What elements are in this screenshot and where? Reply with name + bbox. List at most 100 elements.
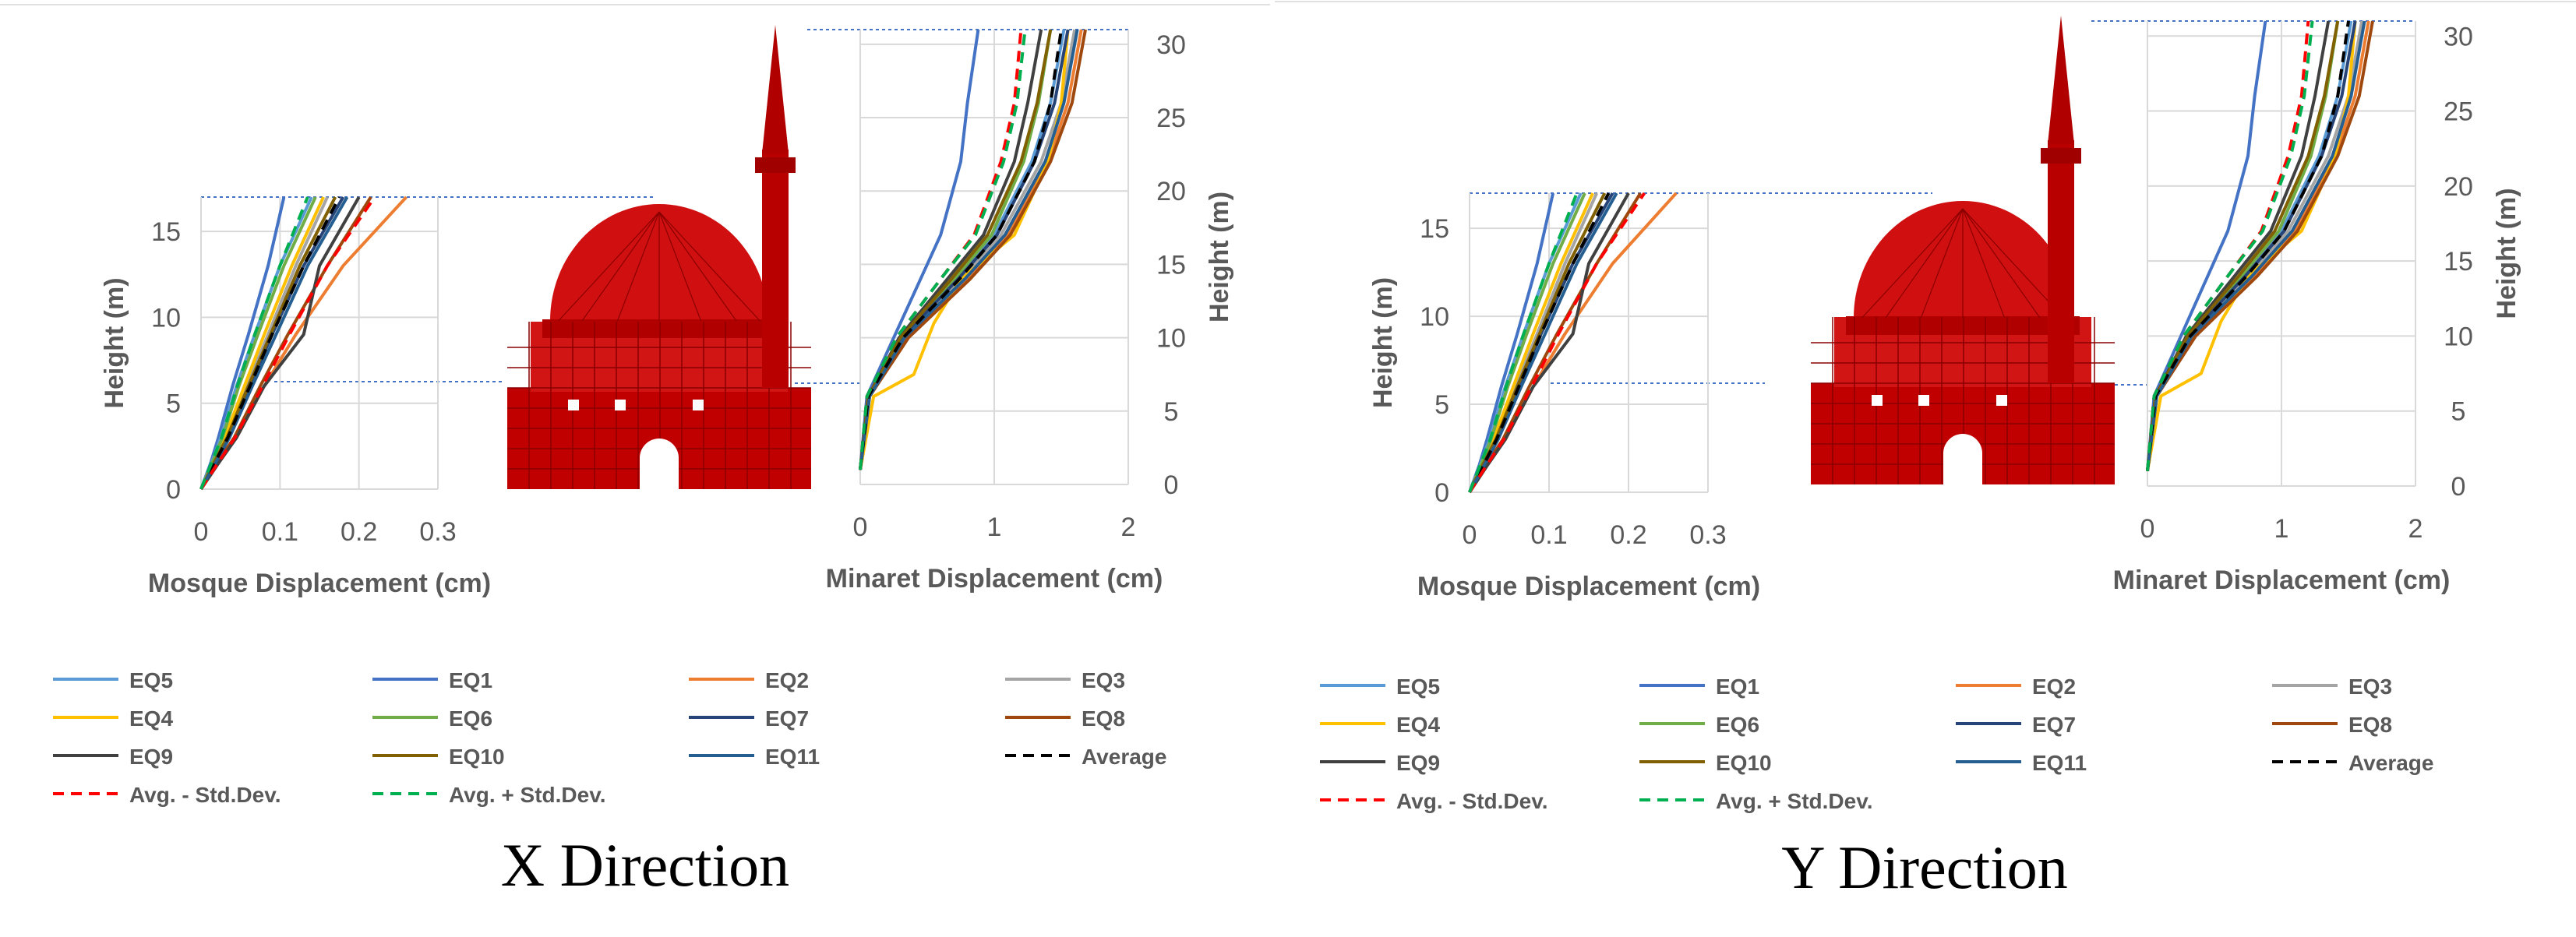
legend-label: EQ11 [2032,751,2087,775]
legend-label: EQ10 [1716,751,1772,775]
window-opening [1996,395,2007,406]
x-tick-label: 2 [1121,513,1136,542]
legend-item-avg-std-dev: Avg. - Std.Dev. [1320,789,1547,813]
mesh-line [658,211,702,322]
mosque-model [507,25,811,489]
mesh-line [1861,208,1964,319]
minaret-spire [762,25,789,153]
legend-item-avg-std-dev: Avg. + Std.Dev. [372,783,606,807]
y-axis-title: Height (m) [1368,277,1398,408]
x-tick-label: 0.3 [1689,520,1726,550]
legend-item-eq1: EQ1 [372,668,492,692]
legend-item-eq6: EQ6 [1639,713,1759,737]
x-axis-title: Minaret Displacement (cm) [2113,565,2451,595]
series-line-avg-std-dev [1468,192,1646,494]
y-tick-label: 5 [1164,397,1179,427]
window-opening [568,400,579,410]
mesh-line [558,211,660,322]
mesh-line [1962,208,2041,319]
mesh-line [1920,208,1964,319]
legend-label: EQ11 [765,745,820,769]
y-tick-label: 20 [2444,172,2473,202]
minaret-spire [2048,16,2074,144]
x-tick-label: 0 [853,513,868,542]
y-axis-title: Height (m) [100,277,129,408]
series-line-eq10 [2146,20,2340,471]
legend-label: Avg. + Std.Dev. [449,783,606,807]
panel-caption-y-direction: Y Direction [1781,833,2068,901]
mosque-model [1811,16,2115,484]
mesh-line [1962,208,2006,319]
window-opening [1918,395,1929,406]
legend-item-eq11: EQ11 [1956,751,2087,775]
legend-label: EQ8 [1082,706,1125,731]
window-opening [693,400,704,410]
y-tick-label: 20 [1156,177,1186,206]
legend-item-avg-std-dev: Avg. - Std.Dev. [53,783,281,807]
series-line-average [1468,192,1611,493]
series-line-eq6 [859,29,1053,470]
dome-ring [1846,316,2080,335]
series-line-eq6 [2146,20,2340,471]
legend-item-eq10: EQ10 [372,745,505,769]
legend-label: EQ6 [449,706,492,731]
legend-item-eq2: EQ2 [1956,675,2076,699]
legend-item-eq5: EQ5 [53,668,173,692]
legend-item-eq5: EQ5 [1320,675,1440,699]
legend-label: Average [2348,751,2433,775]
series-line-avg-std-dev [859,29,1027,470]
panel-caption-x-direction: X Direction [501,831,789,899]
legend-item-eq9: EQ9 [53,745,173,769]
series-line-eq1 [859,29,980,470]
legend-item-eq6: EQ6 [372,706,492,731]
window-opening [1872,395,1883,406]
series-line-eq9 [199,196,361,491]
series-line-eq11 [199,196,349,490]
y-tick-label: 10 [151,303,181,333]
series-line-eq1 [2146,20,2267,471]
legend-item-eq7: EQ7 [1956,713,2076,737]
legend-label: Average [1082,745,1166,769]
y-tick-label: 0 [2451,472,2466,502]
legend-label: EQ2 [765,668,809,692]
legend-item-eq7: EQ7 [689,706,809,731]
legend-label: EQ3 [2348,675,2392,699]
mosque-chart: 0 0.1 0.2 0.3 0 5 10 15 Mosque Displacement (cm)… [100,196,491,598]
y-tick-label: 15 [1156,250,1186,280]
legend-label: Avg. - Std.Dev. [1396,789,1547,813]
legend-item-average: Average [2272,751,2433,775]
y-tick-label: 15 [1420,214,1449,244]
series-line-avg-std-dev [199,196,376,491]
y-tick-label: 0 [1164,470,1179,500]
door-opening [640,439,679,489]
x-tick-label: 0 [2140,514,2155,544]
legend-item-eq1: EQ1 [1639,675,1759,699]
legend-label: EQ6 [1716,713,1759,737]
mesh-line [581,211,660,322]
y-axis-title: Height (m) [1205,192,1234,322]
legend-label: Avg. - Std.Dev. [129,783,281,807]
legend-item-avg-std-dev: Avg. + Std.Dev. [1639,789,1873,813]
legend-label: EQ3 [1082,668,1125,692]
x-tick-label: 0 [1463,520,1477,550]
mosque-chart: 0 0.1 0.2 0.3 0 5 10 15 Mosque Displacement (cm)… [1368,192,1760,601]
legend-label: EQ9 [129,745,173,769]
series-line-eq11 [2146,20,2366,471]
legend-item-eq8: EQ8 [2272,713,2392,737]
y-tick-label: 30 [1156,30,1186,60]
y-tick-label: 15 [151,217,181,247]
y-tick-label: 30 [2444,22,2473,51]
legend-label: EQ7 [2032,713,2076,737]
legend-item-eq3: EQ3 [2272,675,2392,699]
legend-label: Avg. + Std.Dev. [1716,789,1873,813]
legend-item-eq3: EQ3 [1005,668,1125,692]
series-line-avg-std-dev [2146,20,2314,471]
y-tick-label: 25 [1156,104,1186,133]
series-line-avg-std-dev [2146,20,2310,471]
minaret-shaft [2048,140,2074,383]
legend-label: EQ2 [2032,675,2076,699]
x-tick-label: 0.1 [1530,520,1567,550]
series-line-avg-std-dev [199,196,309,490]
